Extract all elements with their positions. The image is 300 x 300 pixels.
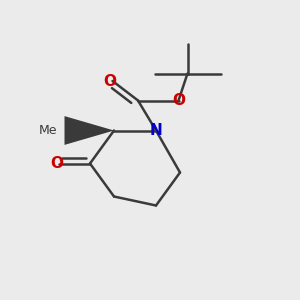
Text: N: N <box>150 123 162 138</box>
Text: O: O <box>103 74 116 88</box>
Polygon shape <box>64 116 114 145</box>
Text: O: O <box>172 93 185 108</box>
Text: O: O <box>50 156 64 171</box>
Text: Me: Me <box>38 124 57 137</box>
